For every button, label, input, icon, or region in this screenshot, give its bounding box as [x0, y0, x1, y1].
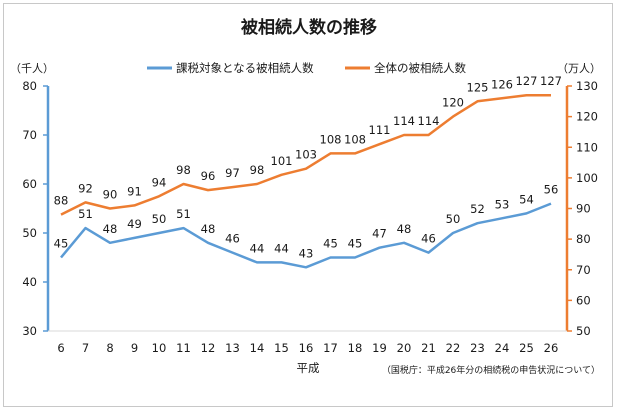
- right-tick-label: 120: [576, 110, 598, 124]
- x-tick-label: 16: [299, 341, 314, 355]
- left-tick-label: 80: [22, 79, 37, 93]
- x-tick-label: 17: [323, 341, 338, 355]
- data-label: 125: [467, 80, 489, 94]
- data-label: 103: [295, 148, 317, 162]
- x-tick-label: 23: [470, 341, 485, 355]
- left-axis-unit: （千人）: [10, 62, 54, 75]
- data-label: 52: [470, 202, 485, 216]
- x-tick-label: 11: [176, 341, 191, 355]
- series-line: [60, 93, 551, 216]
- right-tick-label: 80: [576, 232, 591, 246]
- data-label: 48: [103, 222, 118, 236]
- x-tick-label: 6: [57, 341, 64, 355]
- data-label: 108: [320, 132, 342, 146]
- left-tick-label: 60: [22, 177, 37, 191]
- x-axis-ticks: 6 7 8 9 10 11 12 13 14 15 16 17 18 19 20 21 22 23 24 25 26: [57, 341, 558, 355]
- data-label: 98: [250, 163, 265, 177]
- left-tick-label: 70: [22, 128, 37, 142]
- x-tick-label: 10: [152, 341, 167, 355]
- right-tick-label: 50: [576, 324, 591, 338]
- series-line: [60, 202, 552, 269]
- x-tick-label: 24: [495, 341, 510, 355]
- data-label: 94: [152, 175, 167, 189]
- x-tick-label: 13: [225, 341, 240, 355]
- left-tick-label: 40: [22, 275, 37, 289]
- x-tick-label: 9: [131, 341, 138, 355]
- x-tick-label: 26: [544, 341, 559, 355]
- x-tick-label: 8: [106, 341, 113, 355]
- right-tick-label: 90: [576, 202, 591, 216]
- data-label: 51: [78, 207, 93, 221]
- data-label: 53: [495, 197, 510, 211]
- right-tick-label: 130: [576, 79, 598, 93]
- series-0: 45 51 48 49 50 51 48 46 44 44 43 45 45 47 48 46 50 52 53 54…: [54, 183, 559, 269]
- legend-label-series-0: 課税対象となる被相続人数: [176, 61, 314, 75]
- data-label: 44: [250, 241, 265, 255]
- data-label: 43: [299, 246, 314, 260]
- legend-label-series-1: 全体の被相続人数: [374, 61, 466, 75]
- x-tick-label: 15: [274, 341, 289, 355]
- data-label: 45: [323, 237, 338, 251]
- right-tick-label: 100: [576, 171, 598, 185]
- data-label: 96: [201, 169, 216, 183]
- data-label: 114: [418, 114, 440, 128]
- data-label: 127: [540, 74, 562, 88]
- data-label: 120: [442, 96, 464, 110]
- left-tick-label: 50: [22, 226, 37, 240]
- data-label: 90: [103, 188, 118, 202]
- data-label: 114: [393, 114, 415, 128]
- x-tick-label: 20: [397, 341, 412, 355]
- data-label: 92: [78, 181, 93, 195]
- data-label: 46: [421, 232, 436, 246]
- right-tick-label: 60: [576, 293, 591, 307]
- data-label: 97: [225, 166, 240, 180]
- data-label: 45: [54, 237, 69, 251]
- data-label: 50: [446, 212, 461, 226]
- data-label: 46: [225, 232, 240, 246]
- left-tick-label: 30: [22, 324, 37, 338]
- data-label: 48: [397, 222, 412, 236]
- right-axis-ticks: 50 60 70 80 90 100 110 120 130: [567, 79, 598, 338]
- right-axis-unit: （万人）: [557, 62, 601, 75]
- x-tick-label: 7: [82, 341, 89, 355]
- chart-title: 被相続人数の推移: [241, 17, 377, 38]
- data-label: 50: [152, 212, 167, 226]
- x-tick-label: 14: [250, 341, 265, 355]
- data-label: 47: [372, 227, 387, 241]
- data-label: 111: [369, 123, 391, 137]
- data-label: 88: [54, 194, 69, 208]
- data-label: 54: [519, 192, 534, 206]
- data-label: 48: [201, 222, 216, 236]
- x-tick-label: 25: [519, 341, 534, 355]
- left-axis-ticks: 30 40 50 60 70 80: [22, 79, 48, 338]
- data-label: 91: [127, 184, 142, 198]
- x-axis-label: 平成: [297, 361, 320, 375]
- data-label: 44: [274, 241, 289, 255]
- x-tick-label: 21: [421, 341, 436, 355]
- data-label: 98: [176, 163, 191, 177]
- data-label: 126: [491, 77, 513, 91]
- data-label: 101: [271, 154, 293, 168]
- x-tick-label: 19: [372, 341, 387, 355]
- data-label: 56: [544, 183, 559, 197]
- data-label: 108: [344, 132, 366, 146]
- data-label: 49: [127, 217, 142, 231]
- right-tick-label: 110: [576, 140, 598, 154]
- data-label: 45: [348, 237, 363, 251]
- chart-frame: [3, 3, 613, 407]
- data-label: 51: [176, 207, 191, 221]
- legend: 課税対象となる被相続人数 全体の被相続人数: [147, 61, 466, 75]
- x-tick-label: 18: [348, 341, 363, 355]
- x-tick-label: 22: [446, 341, 461, 355]
- right-tick-label: 70: [576, 263, 591, 277]
- source-note: （国税庁：平成26年分の相続税の申告状況について）: [382, 364, 600, 376]
- data-label: 127: [516, 74, 538, 88]
- x-tick-label: 12: [201, 341, 216, 355]
